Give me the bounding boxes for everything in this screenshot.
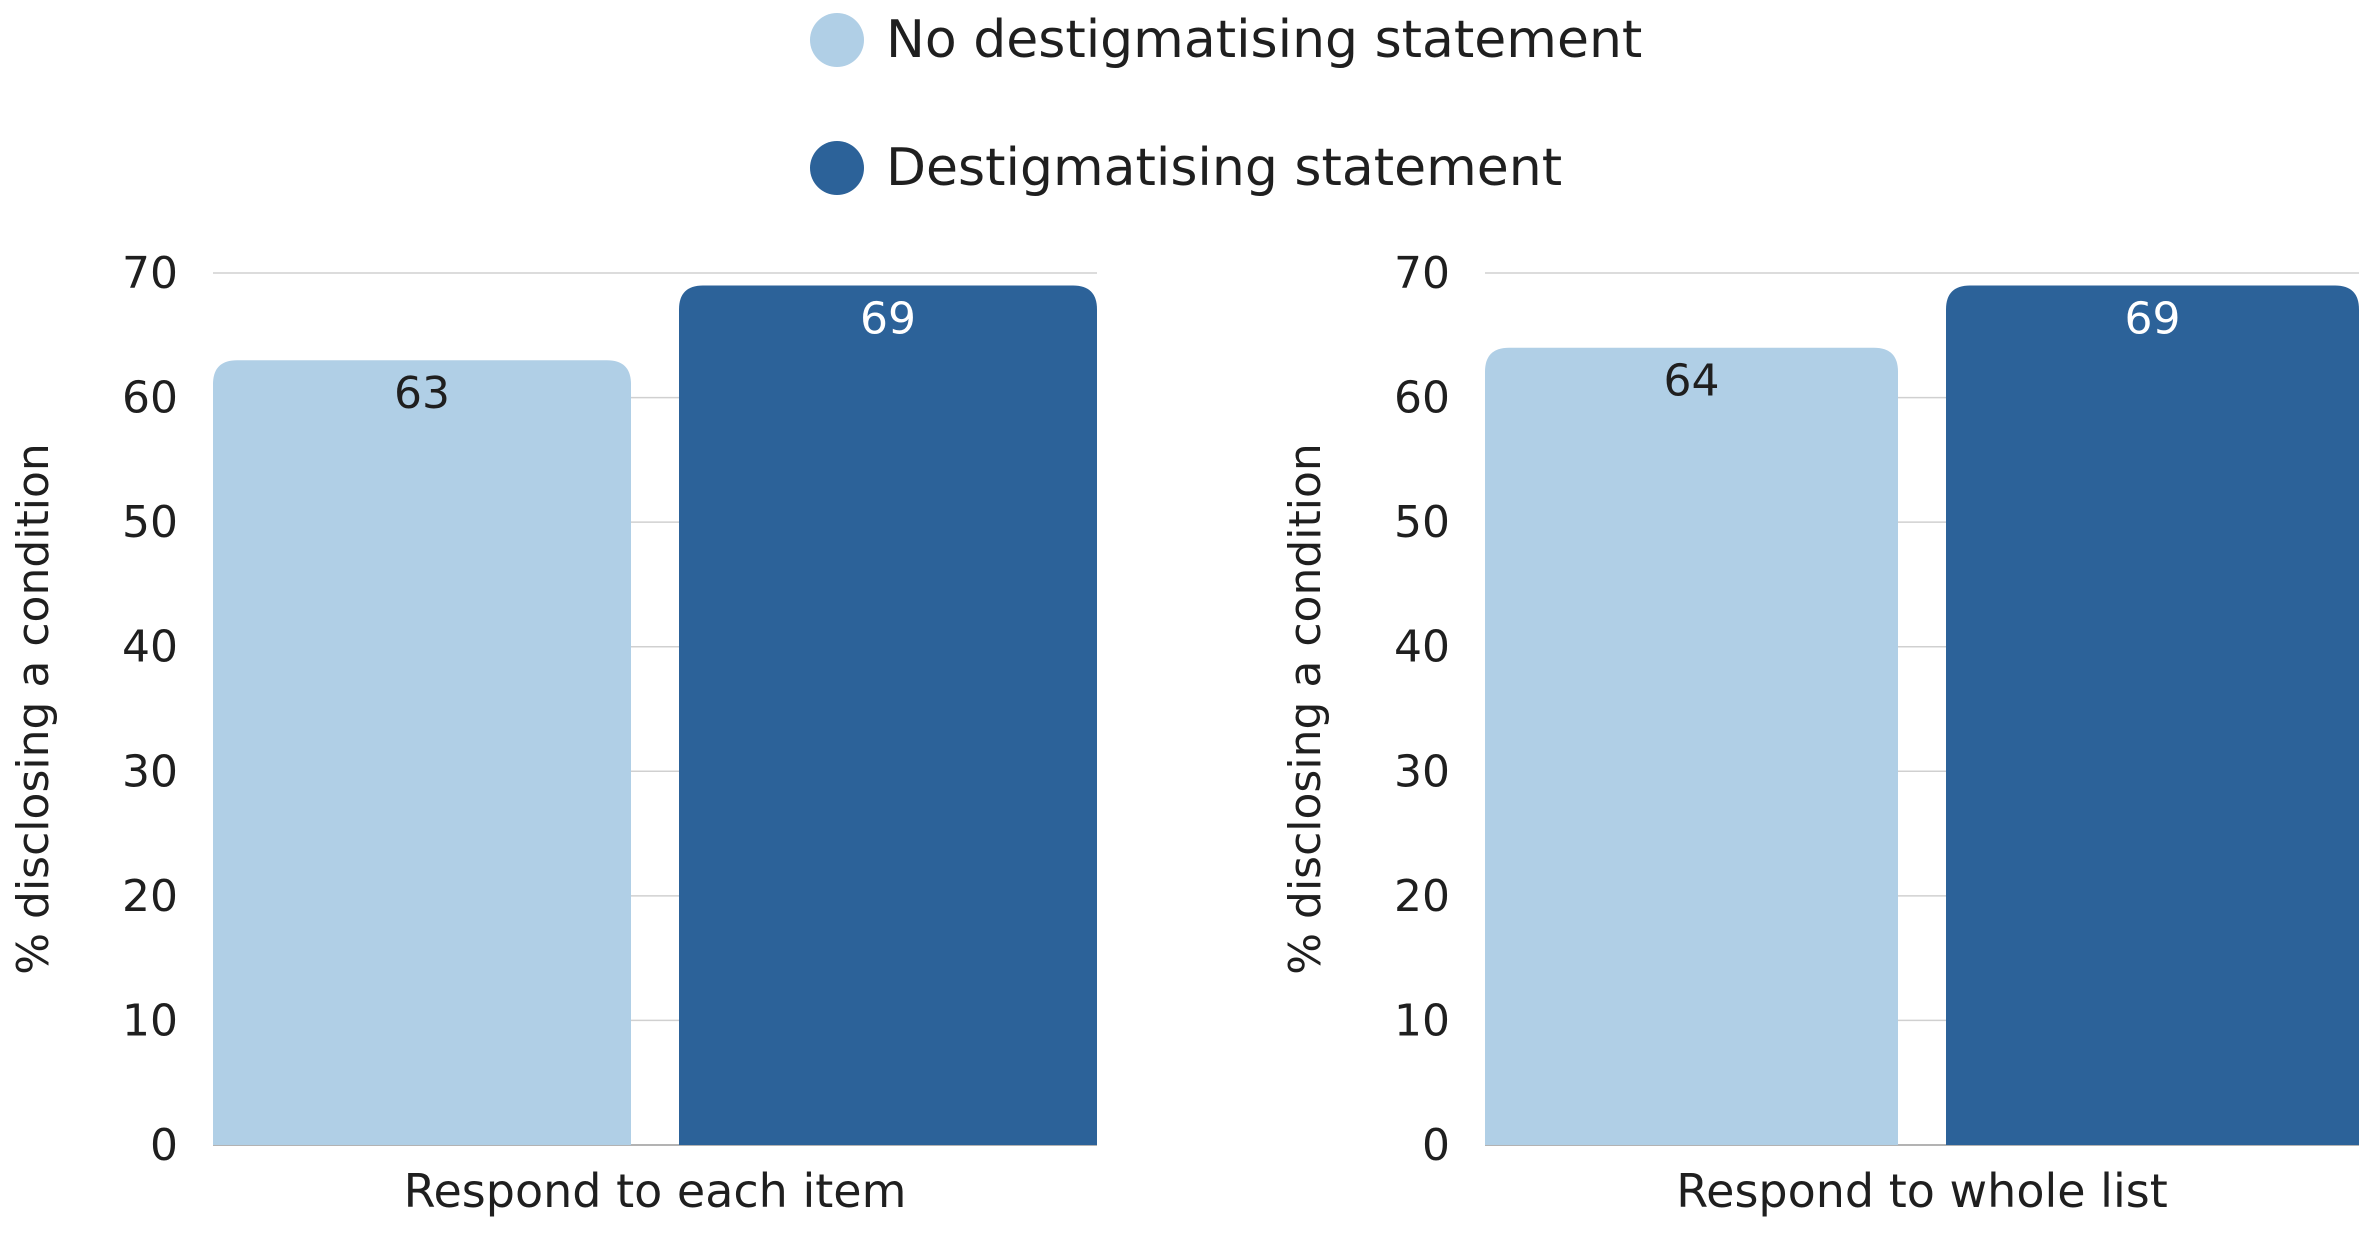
y-axis-title: % disclosing a condition bbox=[1280, 443, 1331, 975]
bar bbox=[679, 285, 1097, 1145]
y-tick-label: 10 bbox=[122, 995, 178, 1046]
y-tick-label: 70 bbox=[122, 248, 178, 299]
y-tick-label: 40 bbox=[1394, 622, 1450, 673]
bar bbox=[213, 360, 631, 1145]
legend: No destigmatising statement Destigmatisi… bbox=[810, 0, 1710, 210]
bar bbox=[1485, 347, 1898, 1145]
y-tick-label: 70 bbox=[1394, 248, 1450, 299]
y-tick-label: 30 bbox=[1394, 746, 1450, 797]
y-tick-label: 10 bbox=[1394, 995, 1450, 1046]
y-tick-label: 0 bbox=[1422, 1120, 1450, 1171]
y-tick-label: 20 bbox=[122, 871, 178, 922]
legend-dot-icon bbox=[810, 13, 864, 67]
y-tick-label: 30 bbox=[122, 746, 178, 797]
y-tick-label: 20 bbox=[1394, 871, 1450, 922]
bar bbox=[1946, 285, 2359, 1145]
x-category-label: Respond to whole list bbox=[1676, 1164, 2167, 1218]
y-tick-label: 0 bbox=[150, 1120, 178, 1171]
y-tick-label: 50 bbox=[122, 497, 178, 548]
data-label: 64 bbox=[1664, 356, 1720, 407]
y-axis-title: % disclosing a condition bbox=[8, 443, 59, 975]
y-tick-label: 60 bbox=[122, 373, 178, 424]
data-label: 69 bbox=[2125, 293, 2181, 344]
y-tick-label: 50 bbox=[1394, 497, 1450, 548]
data-label: 69 bbox=[860, 293, 916, 344]
y-tick-label: 60 bbox=[1394, 373, 1450, 424]
legend-dot-icon bbox=[810, 141, 864, 195]
x-category-label: Respond to each item bbox=[404, 1164, 907, 1218]
legend-item-statement: Destigmatising statement bbox=[810, 128, 1562, 208]
legend-label: Destigmatising statement bbox=[886, 138, 1563, 198]
legend-item-no-statement: No destigmatising statement bbox=[810, 0, 1642, 80]
y-tick-label: 40 bbox=[122, 622, 178, 673]
legend-label: No destigmatising statement bbox=[886, 10, 1643, 70]
data-label: 63 bbox=[394, 368, 450, 419]
